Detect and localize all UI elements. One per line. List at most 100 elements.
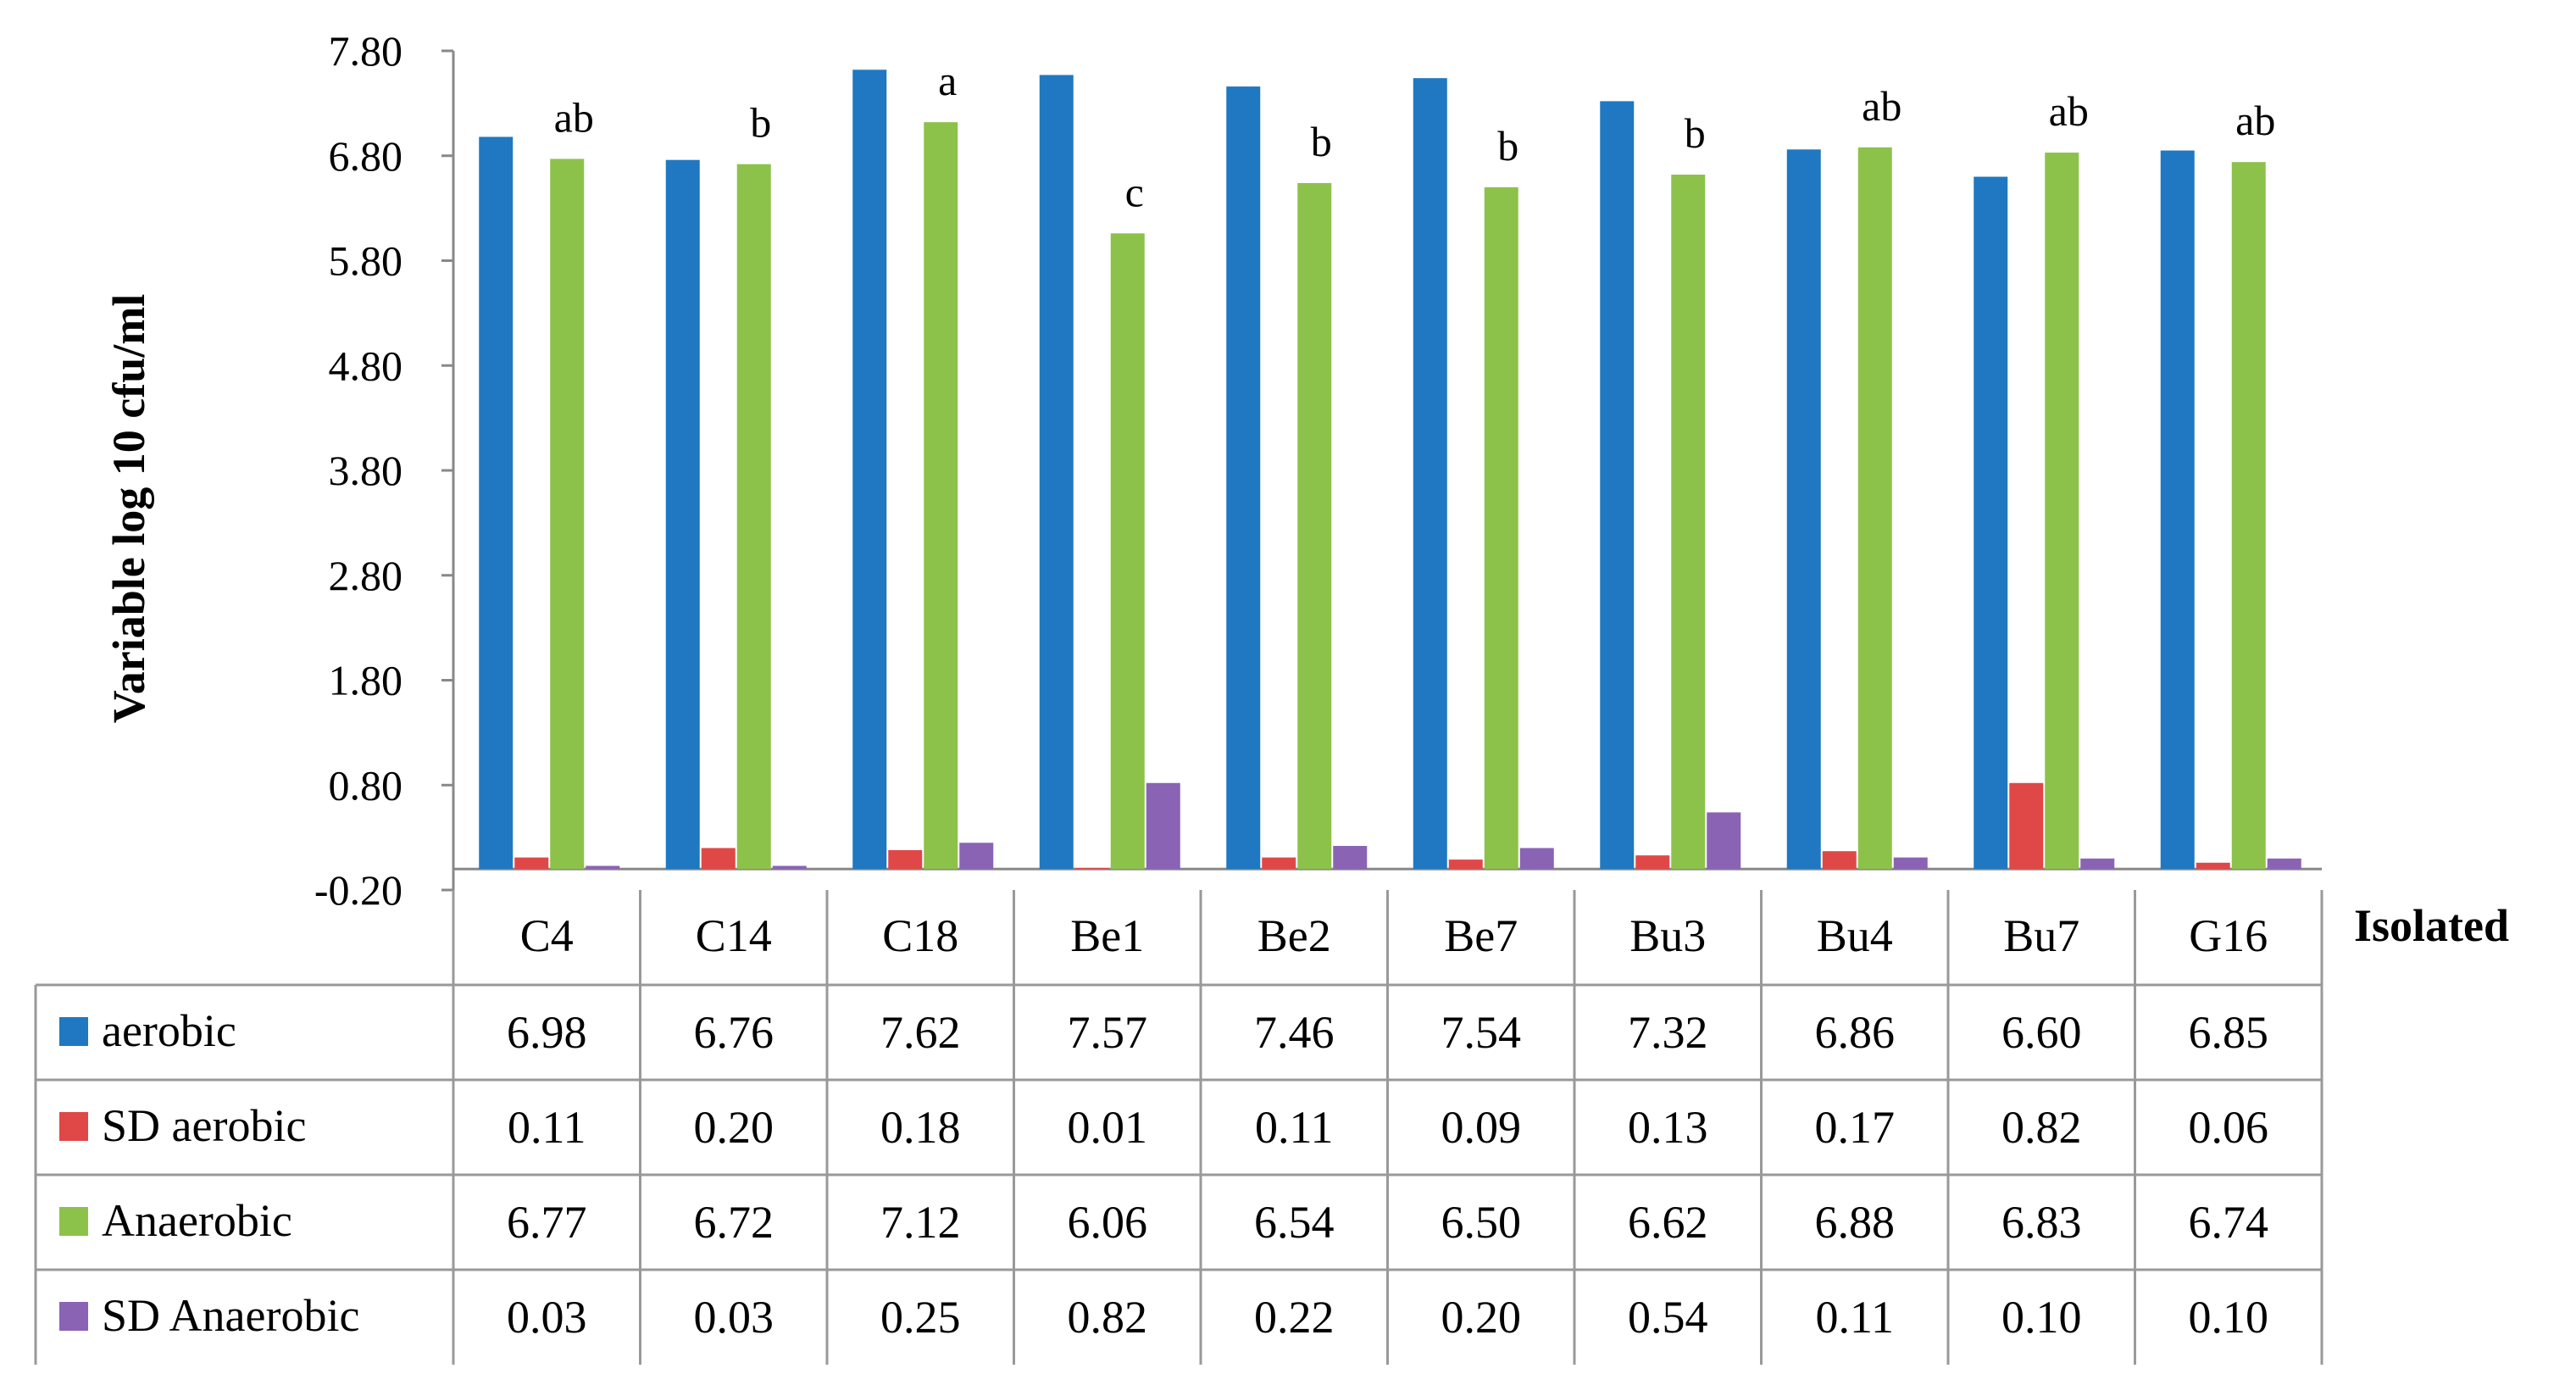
- data-label: 6.62: [1628, 1197, 1708, 1248]
- legend-label: SD Anaerobic: [102, 1290, 359, 1341]
- data-label: 6.72: [694, 1197, 774, 1248]
- data-label: 7.57: [1068, 1007, 1148, 1058]
- data-label: 0.03: [507, 1292, 587, 1343]
- bar-sd-aerobic: [1822, 851, 1857, 870]
- data-label: 6.60: [2001, 1007, 2082, 1058]
- bar-anaerobic: [1671, 175, 1706, 870]
- bar-sd-anaerobic: [2267, 858, 2301, 870]
- data-label: 0.06: [2189, 1102, 2269, 1153]
- y-tick-label: -0.20: [314, 866, 402, 914]
- y-tick-label: 2.80: [329, 552, 403, 599]
- significance-letter: ab: [1862, 82, 1901, 130]
- legend-swatch: [59, 1017, 88, 1046]
- data-label: 0.82: [2001, 1102, 2082, 1153]
- bar-sd-anaerobic: [1146, 782, 1180, 870]
- bar-sd-anaerobic: [772, 865, 807, 870]
- y-tick-label: 5.80: [329, 237, 403, 285]
- y-axis-label: Variable log 10 cfu/ml: [103, 294, 154, 724]
- significance-letter: b: [1685, 109, 1706, 157]
- bar-sd-aerobic: [2196, 862, 2230, 870]
- data-label: 0.18: [880, 1102, 961, 1153]
- bar-sd-anaerobic: [1893, 857, 1928, 870]
- data-label: 0.20: [1441, 1292, 1522, 1343]
- data-label: 6.88: [1815, 1197, 1896, 1248]
- bar-aerobic: [852, 70, 887, 870]
- data-label: 0.10: [2001, 1292, 2082, 1343]
- bar-sd-anaerobic: [586, 865, 620, 870]
- significance-letter: b: [1497, 122, 1518, 170]
- x-tick-label: Bu3: [1629, 910, 1706, 961]
- data-label: 0.25: [880, 1292, 961, 1343]
- data-label: 7.54: [1441, 1007, 1522, 1058]
- bar-sd-anaerobic: [1707, 812, 1741, 870]
- x-tick-label: C18: [882, 910, 958, 961]
- data-label: 7.32: [1628, 1007, 1708, 1058]
- significance-letter: a: [938, 57, 957, 104]
- bar-aerobic: [479, 136, 514, 870]
- x-axis-label: Isolated: [2354, 900, 2509, 951]
- x-tick-label: Be2: [1257, 910, 1331, 961]
- bar-anaerobic: [736, 164, 771, 870]
- bars: [479, 70, 2301, 870]
- legend-label: Anaerobic: [102, 1195, 292, 1246]
- bar-anaerobic: [2045, 153, 2079, 870]
- bar-sd-aerobic: [2009, 782, 2044, 870]
- bar-sd-aerobic: [1635, 855, 1670, 870]
- legend-swatch: [59, 1207, 88, 1236]
- x-tick-label: C14: [696, 910, 772, 961]
- significance-letter: ab: [554, 93, 594, 141]
- legend-swatch: [59, 1112, 88, 1141]
- data-label: 6.74: [2189, 1197, 2269, 1248]
- data-label: 6.98: [507, 1007, 587, 1058]
- data-label: 7.46: [1254, 1007, 1335, 1058]
- data-label: 6.85: [2189, 1007, 2269, 1058]
- significance-letter: c: [1125, 168, 1144, 215]
- data-label: 6.06: [1068, 1197, 1148, 1248]
- x-tick-label: Bu4: [1817, 910, 1893, 961]
- bar-aerobic: [1413, 78, 1447, 870]
- y-tick-label: 1.80: [329, 657, 403, 704]
- significance-letter: b: [750, 99, 771, 147]
- data-label: 0.09: [1441, 1102, 1522, 1153]
- data-label: 0.03: [694, 1292, 774, 1343]
- data-table: C4 C14 C18 Be1 Be2 Be7 Bu3 Bu4 Bu7 G16 aerobic 6.98…: [34, 890, 2323, 1365]
- bar-anaerobic: [1857, 147, 1892, 870]
- data-label: 0.54: [1628, 1292, 1708, 1343]
- data-label: 0.11: [508, 1102, 586, 1153]
- data-label: 7.62: [880, 1007, 961, 1058]
- data-label: 0.10: [2189, 1292, 2269, 1343]
- bar-anaerobic: [2231, 162, 2266, 870]
- bar-anaerobic: [1484, 186, 1518, 870]
- y-tick-label: 0.80: [329, 761, 403, 809]
- significance-letters: ab b a c b b b ab ab ab: [554, 57, 2276, 215]
- significance-letter: ab: [2235, 97, 2275, 144]
- bar-anaerobic: [924, 122, 958, 870]
- bar-aerobic: [1226, 86, 1261, 870]
- bar-aerobic: [1974, 176, 2008, 870]
- bar-sd-aerobic: [1074, 868, 1109, 870]
- bar-sd-anaerobic: [959, 843, 994, 870]
- significance-letter: b: [1311, 118, 1332, 165]
- bar-anaerobic: [550, 159, 585, 870]
- data-label: 0.01: [1068, 1102, 1148, 1153]
- data-label: 0.17: [1815, 1102, 1896, 1153]
- x-tick-label: Be7: [1444, 910, 1518, 961]
- data-label: 0.11: [1255, 1102, 1334, 1153]
- x-tick-label: C4: [520, 910, 574, 961]
- data-label: 7.12: [880, 1197, 961, 1248]
- x-tick-label: Be1: [1070, 910, 1144, 961]
- legend-label: SD aerobic: [102, 1100, 306, 1151]
- y-tick-label: 7.80: [329, 27, 403, 75]
- data-label: 0.22: [1254, 1292, 1335, 1343]
- data-label: 0.11: [1816, 1292, 1895, 1343]
- legend-swatch: [59, 1302, 88, 1331]
- data-label: 6.77: [507, 1197, 587, 1248]
- bar-anaerobic: [1110, 233, 1145, 870]
- bar-aerobic: [665, 159, 700, 870]
- data-label: 6.50: [1441, 1197, 1522, 1248]
- data-label: 6.86: [1815, 1007, 1896, 1058]
- data-label: 6.83: [2001, 1197, 2082, 1248]
- bar-sd-aerobic: [701, 848, 736, 870]
- legend-label: aerobic: [102, 1005, 236, 1056]
